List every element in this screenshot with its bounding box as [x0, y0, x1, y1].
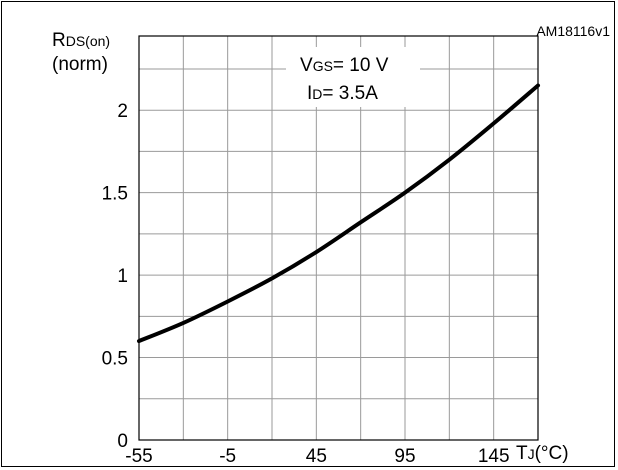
y-tick-label: 2	[117, 101, 128, 122]
figure-id: AM18116v1	[536, 23, 610, 39]
x-tick-label: 95	[394, 446, 415, 467]
series-line	[137, 83, 540, 344]
y-tick-label: 1	[117, 266, 128, 287]
series-points	[139, 85, 538, 341]
y-axis-label-norm: (norm)	[52, 54, 108, 75]
x-tick-label: 45	[306, 446, 327, 467]
x-tick-label: 145	[478, 446, 510, 467]
y-tick-label: 1.5	[102, 184, 128, 205]
annotation-id: ID= 3.5A	[307, 83, 378, 104]
annotation-box	[286, 47, 420, 107]
x-tick-label: -5	[219, 446, 236, 467]
y-tick-label: 0.5	[102, 349, 128, 370]
y-tick-label: 0	[117, 431, 128, 452]
x-tick-label: -55	[125, 446, 152, 467]
plot-area	[138, 35, 539, 441]
annotation-vgs: VGS= 10 V	[300, 55, 389, 76]
tick-labels: -55 -5 45 95 145 0 0.5 1 1.5 2	[102, 101, 510, 467]
grid-lines	[139, 36, 538, 440]
x-axis-label: TJ(°C)	[516, 443, 569, 464]
y-axis-label: RDS(on)	[52, 30, 110, 51]
